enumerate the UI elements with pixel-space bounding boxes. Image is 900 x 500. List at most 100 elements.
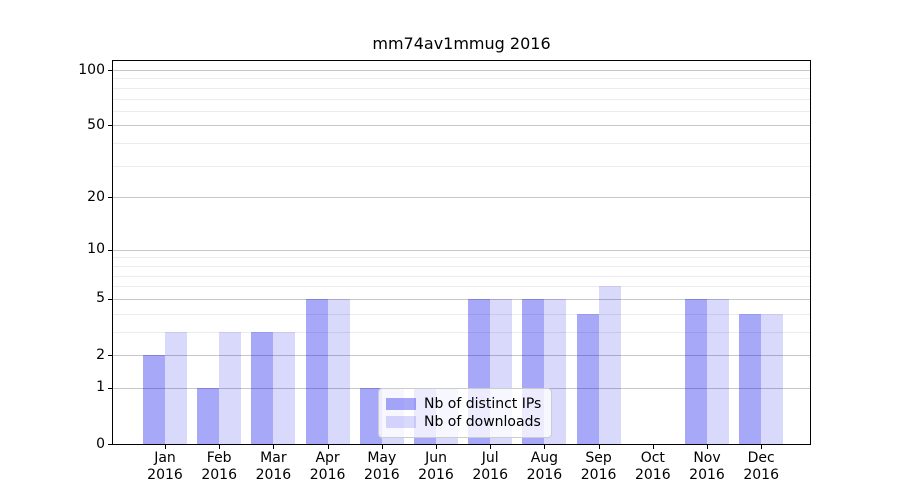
ytick-mark-0 xyxy=(108,444,112,445)
ytick-mark-1 xyxy=(108,387,112,389)
bar-distinct-ips-feb-2016 xyxy=(197,387,220,444)
ytick-mark-50 xyxy=(108,125,112,127)
xtick-label-month-sep-2016: Sep xyxy=(585,450,612,466)
xtick-label-may-2016: May 2016 xyxy=(347,450,417,484)
xtick-label-year-dec-2016: 2016 xyxy=(743,467,779,483)
xtick-mark-jan-2016 xyxy=(165,445,166,449)
gridline-minor-80 xyxy=(113,87,810,89)
xtick-label-aug-2016: Aug 2016 xyxy=(509,450,579,484)
ytick-mark-5 xyxy=(108,298,112,300)
legend-label-downloads: Nb of downloads xyxy=(424,414,541,430)
xtick-label-year-aug-2016: 2016 xyxy=(526,467,563,483)
ytick-label-5: 5 xyxy=(96,290,105,307)
xtick-label-year-mar-2016: 2016 xyxy=(255,467,292,483)
xtick-label-month-jul-2016: Jul xyxy=(481,450,499,466)
xtick-label-dec-2016: Dec 2016 xyxy=(726,450,796,484)
gridline-minor-70 xyxy=(113,98,810,100)
gridline-minor-6 xyxy=(113,286,810,288)
ytick-label-0: 0 xyxy=(96,435,105,452)
gridline-major-10 xyxy=(113,249,810,251)
ytick-label-50: 50 xyxy=(87,116,105,133)
xtick-label-year-oct-2016: 2016 xyxy=(634,467,671,483)
gridline-minor-90 xyxy=(113,78,810,80)
xtick-label-oct-2016: Oct 2016 xyxy=(618,450,688,484)
xtick-label-month-apr-2016: Apr xyxy=(315,450,340,466)
legend-item-downloads: Nb of downloads xyxy=(386,413,544,431)
xtick-mark-jul-2016 xyxy=(490,445,492,449)
gridline-major-5 xyxy=(113,298,810,300)
legend-swatch-distinct-ips xyxy=(386,398,416,410)
gridline-major-20 xyxy=(113,197,810,199)
gridline-major-50 xyxy=(113,125,810,127)
ytick-label-100: 100 xyxy=(78,61,105,78)
bar-distinct-ips-nov-2016 xyxy=(685,298,707,444)
xtick-mark-aug-2016 xyxy=(544,445,546,449)
xtick-mark-mar-2016 xyxy=(273,445,275,449)
ytick-label-2: 2 xyxy=(96,346,105,363)
xtick-label-feb-2016: Feb 2016 xyxy=(184,450,254,484)
xtick-label-month-jun-2016: Jun xyxy=(425,450,447,466)
xtick-label-month-may-2016: May xyxy=(367,450,397,466)
gridline-minor-8 xyxy=(113,265,810,267)
bar-downloads-mar-2016 xyxy=(273,331,296,444)
gridline-minor-7 xyxy=(113,275,810,277)
bar-downloads-sep-2016 xyxy=(598,286,621,444)
xtick-label-month-nov-2016: Nov xyxy=(693,450,721,466)
xtick-label-nov-2016: Nov 2016 xyxy=(672,450,742,484)
legend: Nb of distinct IPs Nb of downloads xyxy=(378,388,552,438)
gridline-major-100 xyxy=(113,70,810,71)
gridline-minor-3 xyxy=(113,331,810,333)
xtick-mark-nov-2016 xyxy=(707,445,708,449)
xtick-label-year-may-2016: 2016 xyxy=(363,467,400,483)
xtick-label-jan-2016: Jan 2016 xyxy=(130,450,200,484)
xtick-mark-sep-2016 xyxy=(598,445,600,449)
ytick-mark-10 xyxy=(108,249,112,251)
xtick-mark-oct-2016 xyxy=(652,445,654,449)
bar-downloads-jan-2016 xyxy=(165,331,187,444)
xtick-mark-feb-2016 xyxy=(219,445,221,449)
legend-label-distinct-ips: Nb of distinct IPs xyxy=(424,396,542,412)
legend-item-distinct-ips: Nb of distinct IPs xyxy=(386,395,544,413)
xtick-label-jul-2016: Jul 2016 xyxy=(455,450,525,484)
xtick-label-year-jun-2016: 2016 xyxy=(418,467,454,483)
xtick-label-jun-2016: Jun 2016 xyxy=(401,450,471,484)
ytick-mark-20 xyxy=(108,197,112,199)
xtick-label-month-oct-2016: Oct xyxy=(640,450,665,466)
xtick-mark-may-2016 xyxy=(381,445,383,449)
bar-distinct-ips-sep-2016 xyxy=(576,313,599,444)
gridline-major-2 xyxy=(113,355,810,356)
bar-downloads-feb-2016 xyxy=(219,331,242,444)
bar-distinct-ips-may-2016 xyxy=(359,387,382,444)
xtick-label-year-jul-2016: 2016 xyxy=(472,467,508,483)
legend-swatch-downloads xyxy=(386,416,416,428)
xtick-label-month-dec-2016: Dec xyxy=(747,450,775,466)
xtick-label-month-feb-2016: Feb xyxy=(206,450,232,466)
bar-downloads-nov-2016 xyxy=(707,298,729,444)
bar-downloads-dec-2016 xyxy=(761,313,784,444)
ytick-mark-100 xyxy=(108,70,112,71)
xtick-label-year-jan-2016: 2016 xyxy=(147,467,183,483)
xtick-mark-dec-2016 xyxy=(761,445,763,449)
xtick-label-year-apr-2016: 2016 xyxy=(309,467,346,483)
xtick-label-month-aug-2016: Aug xyxy=(530,450,559,466)
bar-distinct-ips-jan-2016 xyxy=(143,355,165,444)
xtick-label-mar-2016: Mar 2016 xyxy=(238,450,308,484)
ytick-label-20: 20 xyxy=(87,188,105,205)
xtick-label-month-jan-2016: Jan xyxy=(154,450,176,466)
bar-distinct-ips-dec-2016 xyxy=(739,313,762,444)
ytick-label-1: 1 xyxy=(96,379,105,396)
bar-downloads-apr-2016 xyxy=(327,298,350,444)
chart-title: mm74av1mmug 2016 xyxy=(372,34,551,53)
bar-distinct-ips-apr-2016 xyxy=(305,298,328,444)
gridline-minor-4 xyxy=(113,313,810,315)
gridline-minor-40 xyxy=(113,143,810,145)
gridline-minor-60 xyxy=(113,110,810,112)
bar-distinct-ips-mar-2016 xyxy=(251,331,274,444)
gridline-minor-9 xyxy=(113,257,810,259)
ytick-label-10: 10 xyxy=(87,241,105,258)
xtick-label-year-nov-2016: 2016 xyxy=(689,467,725,483)
xtick-label-month-mar-2016: Mar xyxy=(260,450,287,466)
xtick-label-year-feb-2016: 2016 xyxy=(201,467,237,483)
plot-area: Nb of distinct IPs Nb of downloads xyxy=(112,60,811,445)
